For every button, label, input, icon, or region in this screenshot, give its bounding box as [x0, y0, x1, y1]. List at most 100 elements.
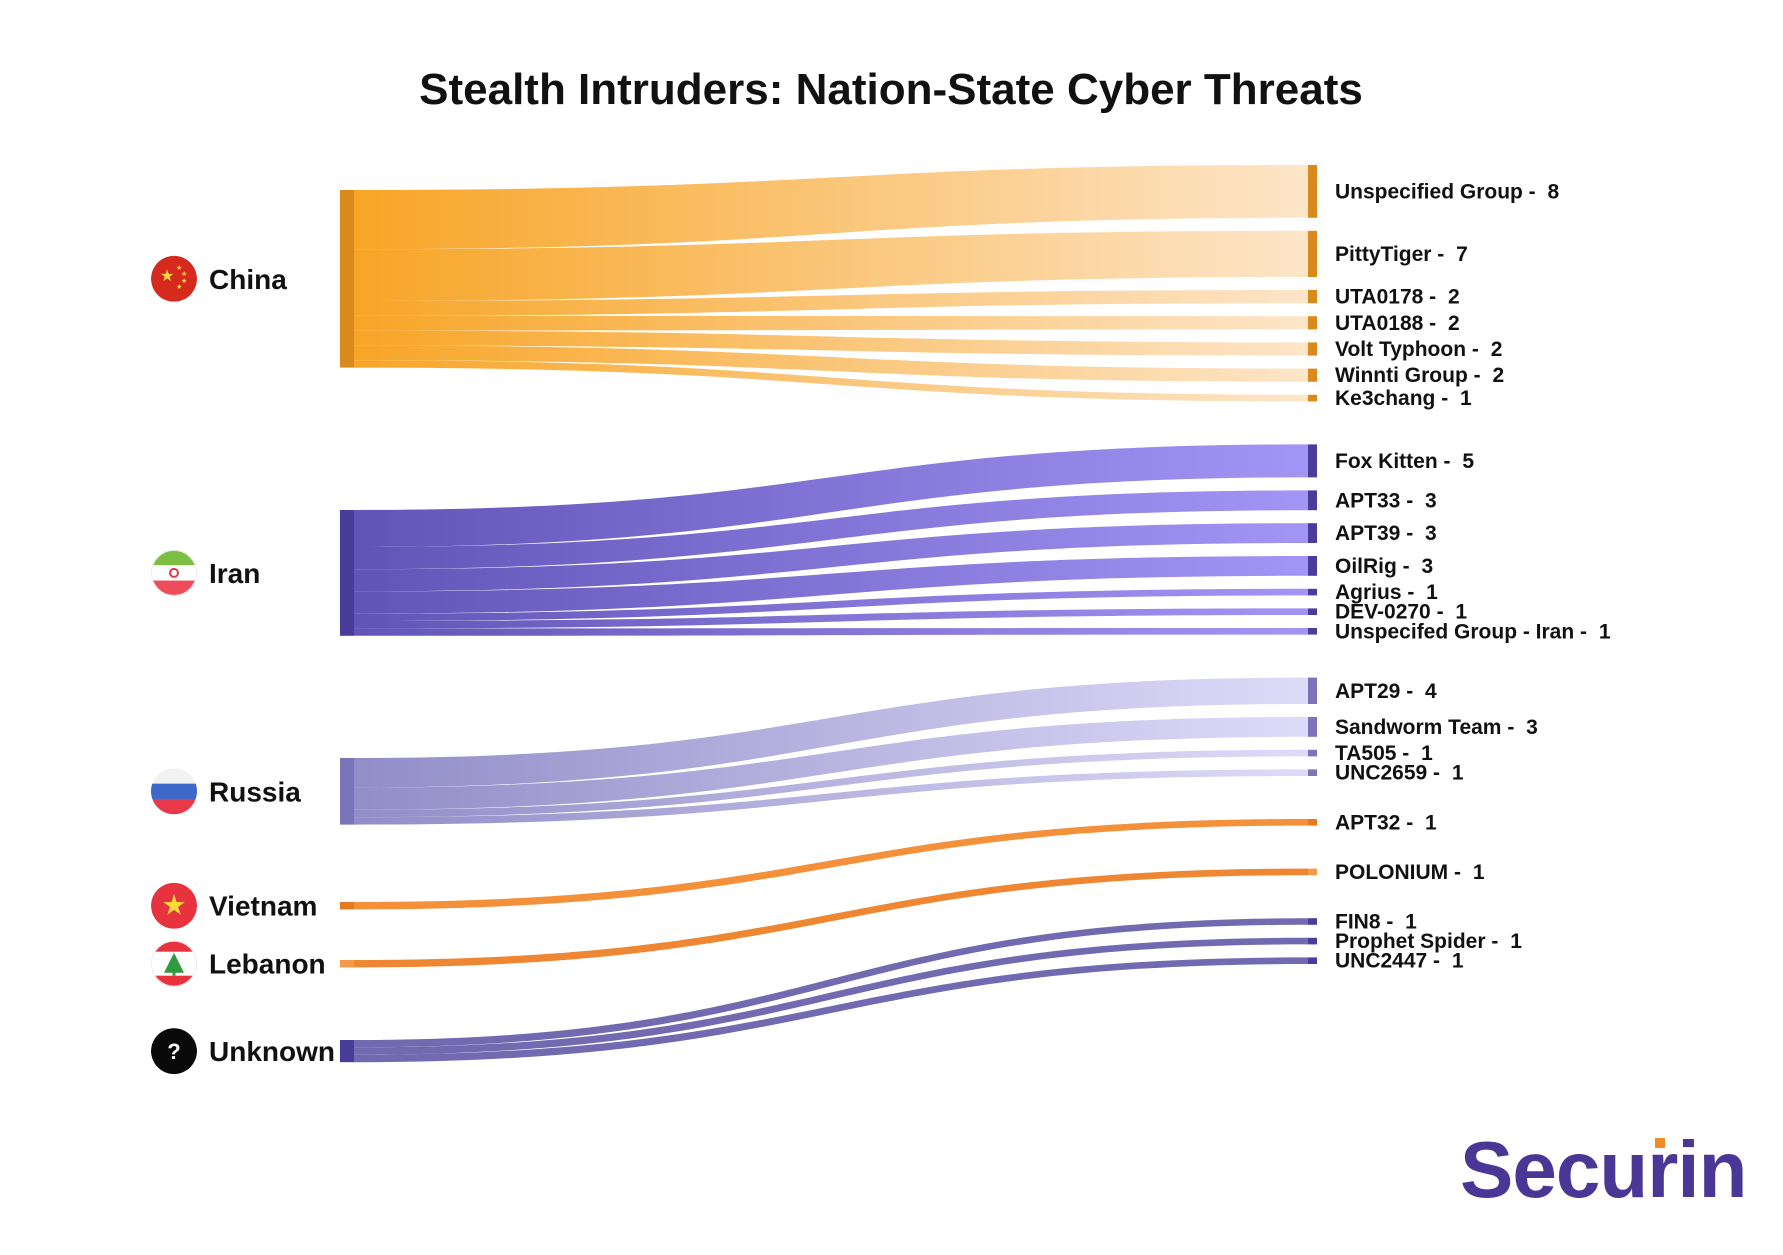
- link-unknown-prophet-spider: [354, 937, 1308, 1055]
- target-value: 3: [1526, 716, 1538, 739]
- target-node-unc2659: [1308, 769, 1317, 776]
- svg-text:?: ?: [167, 1039, 180, 1064]
- securin-logo: Securin: [1460, 1125, 1747, 1214]
- target-value: 3: [1425, 522, 1437, 545]
- target-label-unc2447: UNC2447 - 1: [1335, 950, 1464, 973]
- target-label-polonium: POLONIUM - 1: [1335, 861, 1485, 884]
- source-node-unknown: [340, 1040, 354, 1063]
- target-node-dev-0270: [1308, 608, 1317, 615]
- country-icons: ★ ★★★★★?: [151, 255, 197, 1075]
- target-value: 1: [1599, 620, 1611, 643]
- target-label-prophet-spider: Prophet Spider - 1: [1335, 930, 1522, 953]
- target-value: 2: [1491, 338, 1503, 361]
- source-node-russia: [340, 758, 354, 825]
- target-name: APT33 -: [1335, 489, 1419, 512]
- target-name: UTA0178 -: [1335, 286, 1442, 309]
- svg-text:★: ★: [181, 270, 187, 278]
- target-name: Sandworm Team -: [1335, 716, 1520, 739]
- link-iran-apt39: [354, 523, 1308, 592]
- china-flag-icon: ★ ★★★★: [151, 255, 197, 302]
- link-russia-sandworm-team: [354, 717, 1308, 810]
- link-china-pittytiger: [354, 230, 1308, 301]
- brand-logo-text: Securin: [1460, 1125, 1746, 1214]
- target-node-fin8: [1308, 918, 1317, 925]
- target-name: UNC2659 -: [1335, 762, 1446, 785]
- sankey-links: [354, 165, 1308, 1063]
- link-china-winnti-group: [354, 345, 1308, 382]
- target-value: 4: [1425, 680, 1437, 703]
- sankey-labels: Unspecified Group - 8 PittyTiger - 7 UTA01…: [209, 180, 1611, 1067]
- target-node-apt29: [1308, 677, 1317, 704]
- source-node-vietnam: [340, 902, 354, 910]
- link-vietnam-apt32: [354, 819, 1308, 910]
- link-russia-apt29: [354, 677, 1308, 788]
- target-name: Fox Kitten -: [1335, 450, 1456, 473]
- link-iran-oilrig: [354, 556, 1308, 614]
- target-value: 2: [1448, 286, 1460, 309]
- target-label-agrius: Agrius - 1: [1335, 581, 1438, 604]
- link-iran-fox-kitten: [354, 444, 1308, 547]
- country-label-vietnam: Vietnam: [209, 891, 317, 922]
- svg-text:★: ★: [176, 264, 182, 272]
- target-value: 3: [1425, 489, 1437, 512]
- svg-text:★: ★: [176, 283, 182, 291]
- iran-flag-icon: [151, 549, 197, 596]
- target-name: PittyTiger -: [1335, 243, 1450, 266]
- target-label-ke3chang: Ke3chang - 1: [1335, 387, 1472, 410]
- target-name: Prophet Spider -: [1335, 930, 1504, 953]
- svg-text:★: ★: [160, 268, 174, 285]
- link-china-ke3chang: [354, 360, 1308, 402]
- target-node-apt32: [1308, 819, 1317, 826]
- target-value: 1: [1473, 861, 1485, 884]
- chart-title: Stealth Intruders: Nation-State Cyber Th…: [419, 65, 1363, 114]
- target-label-unspecified-group: Unspecified Group - 8: [1335, 180, 1560, 203]
- source-node-iran: [340, 510, 354, 636]
- target-name: POLONIUM -: [1335, 861, 1467, 884]
- target-label-ta505: TA505 - 1: [1335, 742, 1433, 765]
- link-iran-agrius: [354, 588, 1308, 621]
- target-name: UTA0188 -: [1335, 312, 1442, 335]
- target-node-pittytiger: [1308, 230, 1317, 277]
- target-node-winnti-group: [1308, 368, 1317, 382]
- target-name: APT29 -: [1335, 680, 1419, 703]
- svg-text:★: ★: [161, 890, 186, 921]
- target-label-winnti-group: Winnti Group - 2: [1335, 364, 1504, 387]
- link-china-uta0188: [354, 315, 1308, 331]
- target-node-volt-typhoon: [1308, 342, 1317, 356]
- country-label-china: China: [209, 264, 287, 295]
- svg-text:★: ★: [181, 277, 187, 285]
- target-value: 1: [1426, 581, 1438, 604]
- target-label-dev-0270: DEV-0270 - 1: [1335, 601, 1467, 624]
- target-value: 8: [1548, 180, 1560, 203]
- link-china-volt-typhoon: [354, 330, 1308, 356]
- target-node-apt39: [1308, 523, 1317, 543]
- source-node-china: [340, 190, 354, 368]
- target-node-unspecified-group: [1308, 165, 1317, 218]
- target-node-agrius: [1308, 588, 1317, 596]
- target-value: 1: [1460, 387, 1472, 410]
- question-mark-icon: ?: [151, 1028, 197, 1075]
- target-name: DEV-0270 -: [1335, 601, 1449, 624]
- link-china-unspecified-group: [354, 165, 1308, 250]
- target-value: 7: [1456, 243, 1468, 266]
- target-label-unspecifed-group-iran: Unspecifed Group - Iran - 1: [1335, 620, 1611, 643]
- link-iran-dev-0270: [354, 608, 1308, 629]
- target-value: 1: [1421, 742, 1433, 765]
- target-name: APT32 -: [1335, 811, 1419, 834]
- target-value: 3: [1422, 555, 1434, 578]
- country-label-russia: Russia: [209, 776, 301, 807]
- target-label-apt33: APT33 - 3: [1335, 489, 1437, 512]
- target-value: 1: [1425, 811, 1437, 834]
- target-label-fin8: FIN8 - 1: [1335, 911, 1417, 934]
- target-value: 5: [1462, 450, 1474, 473]
- target-name: APT39 -: [1335, 522, 1419, 545]
- russia-flag-icon: [151, 768, 197, 815]
- link-russia-ta505: [354, 749, 1308, 818]
- link-russia-unc2659: [354, 769, 1308, 825]
- link-unknown-fin8: [354, 918, 1308, 1048]
- link-china-uta0178: [354, 290, 1308, 316]
- target-node-apt33: [1308, 490, 1317, 511]
- target-name: Agrius -: [1335, 581, 1420, 604]
- target-node-unspecifed-group-iran: [1308, 628, 1317, 635]
